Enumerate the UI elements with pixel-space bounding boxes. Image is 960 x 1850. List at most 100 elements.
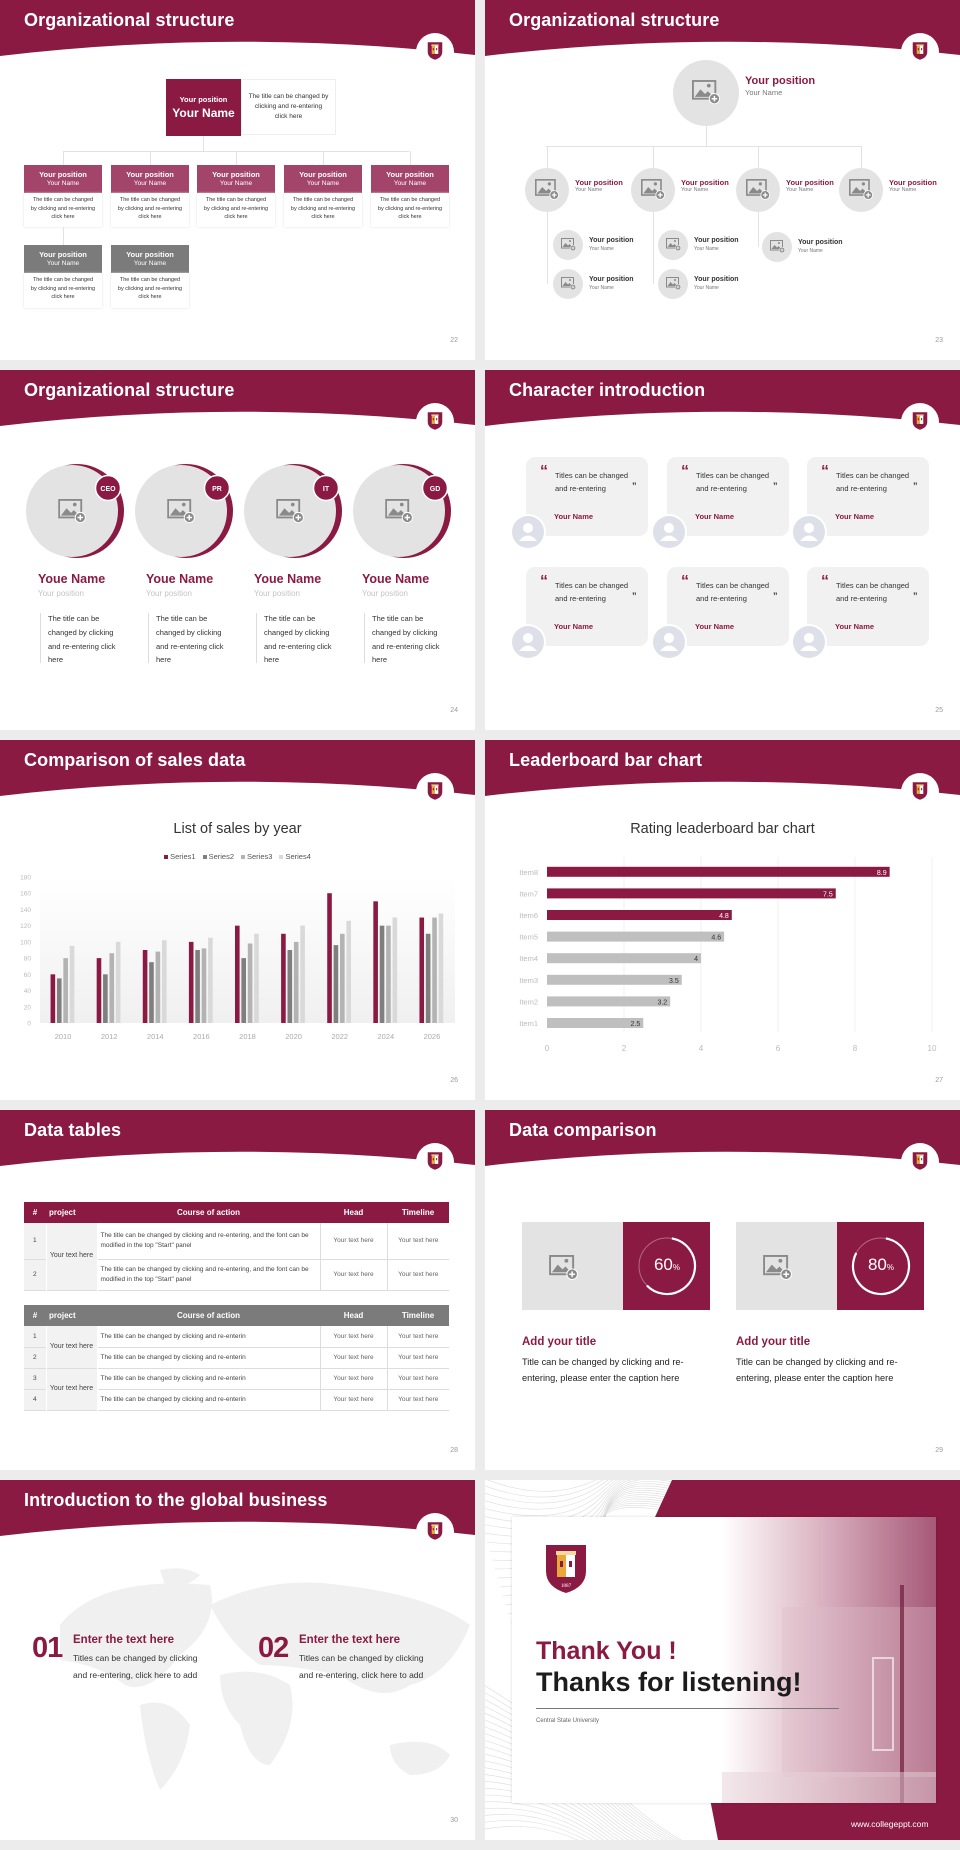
bar-series1-2026 [419, 917, 425, 1023]
column-header: Head [343, 1208, 364, 1217]
course-cell: The title can be changed by clicking and… [100, 1332, 246, 1340]
slide-30[interactable]: Introduction to the global business 30 0… [0, 1480, 475, 1840]
bar-series3-2022 [340, 933, 345, 1023]
x-tick-label: 8 [853, 1044, 858, 1053]
page-number: 22 [450, 337, 458, 344]
project-cell: Your text here [46, 1326, 98, 1368]
photo-circle [553, 230, 583, 260]
university-logo-icon [912, 410, 928, 432]
slide-31-thank-you[interactable]: 1887 Thank You ! Thanks for listening! Cent… [485, 1480, 960, 1840]
add-image-icon-glyph [666, 239, 680, 251]
avatar-icon [793, 516, 825, 548]
add-image-icon-glyph [561, 278, 575, 290]
slide-28[interactable]: Data tables 28 # project Course of action H… [0, 1110, 475, 1470]
contour-line [485, 1807, 599, 1840]
member-desc: The title can be changed by clicking and… [372, 614, 440, 665]
add-image-icon [167, 499, 195, 523]
quote-card [807, 457, 929, 536]
member-photo: IT [244, 464, 342, 558]
table-row[interactable]: 3 Your text here The title can be changed … [24, 1368, 449, 1410]
header-band [485, 370, 960, 426]
open-quote-icon: “ [540, 463, 548, 480]
avatar-icon [653, 516, 685, 548]
university-logo-icon-glyph [428, 412, 443, 429]
add-image-icon [763, 1255, 792, 1280]
x-tick-label: 4 [699, 1044, 704, 1053]
bar-series1-2014 [142, 950, 148, 1023]
node-position: Your position [589, 236, 634, 244]
percent-number: 60 [653, 1255, 673, 1274]
table-row[interactable]: 1 Your text here The title can be changed … [24, 1326, 449, 1368]
bar-item8 [547, 866, 890, 877]
add-image-icon [849, 179, 873, 200]
slide-26[interactable]: Comparison of sales data 26 List of sale… [0, 740, 475, 1100]
y-category-label: Item8 [519, 868, 538, 877]
table-row[interactable]: 4 The title can be changed by clicking an… [24, 1389, 449, 1410]
website-link[interactable]: www.collegeppt.com [851, 1819, 929, 1829]
table-row[interactable]: 1 Your text here The title can be changed … [24, 1223, 449, 1290]
node-name: Your Name [694, 284, 719, 291]
slide-23[interactable]: Organizational structure 23 Your positio… [485, 0, 960, 360]
person-name: Your Name [554, 512, 594, 521]
member-desc: The title can be changed by clicking and… [156, 614, 224, 665]
thank-you-heading: Thank You ! [536, 1637, 677, 1665]
bar-value-label: 3.5 [669, 978, 679, 985]
university-logo-icon-glyph [428, 42, 443, 59]
x-tick-label: 2 [622, 1044, 627, 1053]
bar-value-label: 3.2 [657, 999, 667, 1006]
node-name: Your Name [694, 245, 719, 252]
slide-title: Leaderboard bar chart [509, 750, 703, 770]
member-name: Youe Name [362, 572, 430, 586]
connector-line [410, 151, 411, 165]
head-cell: Your text here [319, 1326, 387, 1347]
child-desc: The title can be changed by clicking and… [111, 193, 189, 227]
row-number: 1 [24, 1223, 47, 1259]
slide-22[interactable]: Organizational structure 22 Your positio… [0, 0, 475, 360]
child-position: Your position [126, 170, 174, 179]
plot-area [40, 877, 455, 1023]
column-header: Head [343, 1311, 364, 1320]
connector-line [323, 151, 324, 165]
bar-series3-2012 [109, 953, 115, 1023]
member-name: Youe Name [38, 572, 106, 586]
role-badge [94, 474, 122, 502]
bar-value-label: 8.9 [877, 870, 887, 877]
sub-position: Your position [126, 250, 174, 259]
university-logo-icon-glyph [913, 1152, 928, 1169]
continent-shape [390, 1741, 450, 1775]
course-cell: The title can be changed by clicking and… [100, 1232, 309, 1249]
header-band-shape [485, 1110, 960, 1166]
add-image-icon [276, 499, 304, 523]
slide-27[interactable]: Leaderboard bar chart 27 Rating leaderbo… [485, 740, 960, 1100]
item-heading: Enter the text here [299, 1634, 400, 1646]
connector-line [706, 125, 707, 146]
slide-25[interactable]: Character introduction 25 “ Titles can be… [485, 370, 960, 730]
legend-label: Series1 [170, 852, 196, 861]
table-row[interactable]: 2 The title can be changed by clicking an… [24, 1347, 449, 1368]
photo-circle [553, 269, 583, 299]
sub-name: Your Name [46, 260, 80, 267]
bar-item2 [547, 996, 671, 1007]
add-image-icon-glyph [561, 239, 575, 251]
logo-year: 1887 [561, 1583, 572, 1589]
project-cell: Your text here [46, 1368, 98, 1410]
bar-value-label: 7.5 [823, 891, 833, 898]
table-row[interactable]: 2 The title can be changed by clicking an… [24, 1259, 449, 1290]
data-table-table2: # project Course of action Head Timeline 1 You… [24, 1305, 449, 1411]
connector-line [653, 212, 654, 284]
slide-title: Introduction to the global business [24, 1490, 328, 1510]
bar-series3-2026 [432, 917, 437, 1023]
person-name: Your Name [554, 622, 594, 631]
add-image-icon [549, 1255, 578, 1280]
photo-circle [631, 168, 675, 212]
slide-29[interactable]: Data comparison 29 60% Add your title Titl… [485, 1110, 960, 1470]
slide-title: Organizational structure [509, 10, 720, 30]
continent-shape [160, 1568, 200, 1587]
data-table-table1: # project Course of action Head Timeline 1 You… [24, 1202, 449, 1291]
photo-circle [673, 60, 739, 126]
bar-series3-2018 [247, 943, 253, 1023]
row-number: 4 [24, 1389, 47, 1410]
slide-24[interactable]: Organizational structure 24 CEO Youe Name… [0, 370, 475, 730]
legend-item: Series4 [279, 852, 311, 861]
legend-swatch [241, 854, 245, 859]
